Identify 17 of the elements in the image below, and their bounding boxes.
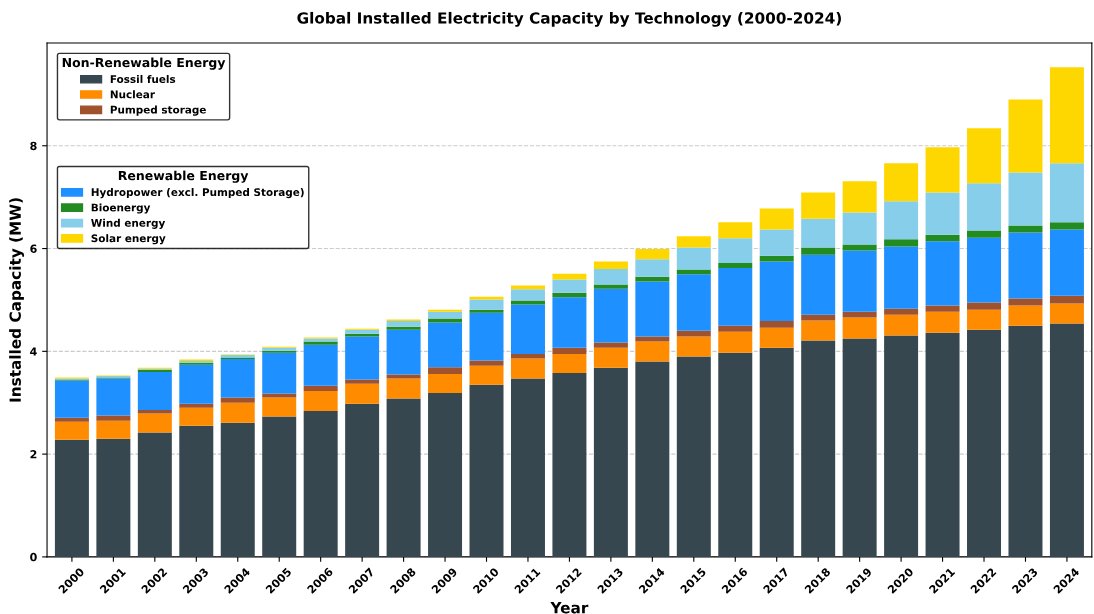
y-tick-label: 8	[30, 141, 37, 151]
y-axis-title: Installed Capacity (MW)	[9, 198, 25, 402]
legend-label: Solar energy	[91, 234, 166, 245]
y-tick-label: 6	[30, 244, 37, 253]
text: Non-Renewable Energy	[62, 57, 226, 70]
y-tick-label: 4	[30, 347, 37, 356]
legend-label: Bioenergy	[91, 203, 151, 214]
text: Renewable Energy	[118, 170, 249, 183]
y-tick-label: 0	[30, 552, 37, 562]
legend-label: Nuclear	[110, 90, 155, 99]
x-axis-title: Year	[550, 602, 589, 614]
legend-label: Fossil fuels	[110, 74, 176, 84]
legend-label: Hydropower (excl. Pumped Storage)	[91, 188, 304, 199]
chart-title: Global Installed Electricity Capacity by Technology (2000-2024)	[297, 11, 841, 27]
legend-label: Wind energy	[91, 218, 166, 229]
y-tick-label: 2	[30, 450, 37, 459]
legend-label: Pumped storage	[110, 105, 206, 116]
